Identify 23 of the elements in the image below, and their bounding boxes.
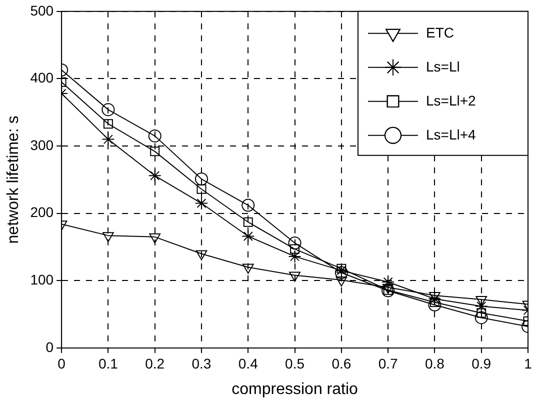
x-tick-label: 0.2: [145, 355, 165, 372]
x-tick-label: 0.3: [192, 355, 212, 372]
legend-label: ETC: [426, 24, 454, 40]
x-tick-label: 0.1: [98, 355, 118, 372]
y-tick-label: 100: [30, 272, 54, 288]
x-tick-label: 0: [58, 355, 66, 372]
legend-label: Ls=Ll+4: [426, 126, 476, 142]
legend-label: Ls=Ll: [426, 58, 460, 74]
y-tick-label: 500: [30, 2, 54, 18]
y-tick-label: 200: [30, 204, 54, 220]
x-tick-label: 0.9: [472, 355, 492, 372]
x-tick-label: 0.6: [332, 355, 352, 372]
y-tick-label: 400: [30, 70, 54, 86]
x-tick-label: 0.7: [378, 355, 398, 372]
y-tick-label: 0: [46, 338, 54, 355]
x-tick-label: 0.5: [285, 355, 305, 372]
legend-label: Ls=Ll+2: [426, 92, 476, 108]
x-axis-title: compression ratio: [232, 380, 358, 398]
y-axis-title: network lifetime: s: [5, 116, 22, 244]
x-tick-label: 1: [524, 355, 532, 372]
y-tick-label: 300: [30, 136, 54, 153]
x-tick-label: 0.8: [424, 355, 445, 372]
x-tick-label: 0.4: [238, 355, 258, 372]
